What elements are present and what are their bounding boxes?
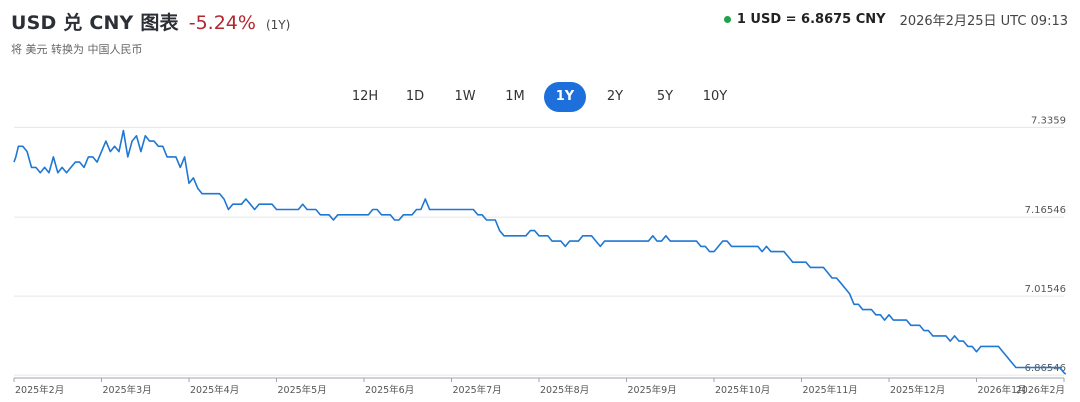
live-status-icon <box>723 16 731 23</box>
tab-1m[interactable]: 1M <box>505 89 525 104</box>
series-line <box>13 129 1067 375</box>
x-tick-label: 2025年11月 <box>803 384 858 396</box>
tab-1y[interactable]: 1Y <box>544 82 586 112</box>
header: USD 兑 CNY 图表 -5.24% (1Y) 将 美元 转换为 中国人民币 <box>11 8 290 57</box>
tab-2y[interactable]: 2Y <box>606 89 624 104</box>
tab-1d[interactable]: 1D <box>405 89 425 104</box>
y-tick-label: 7.16546 <box>1025 205 1066 216</box>
y-tick-label: 7.3359 <box>1031 115 1066 126</box>
tab-5y[interactable]: 5Y <box>656 89 674 104</box>
x-tick-label: 2025年2月 <box>15 384 64 396</box>
x-tick-label: 2025年7月 <box>453 384 502 396</box>
rate-timestamp: 2026年2月25日 UTC 09:13 <box>899 14 1068 29</box>
x-tick-label: 2025年10月 <box>715 384 770 396</box>
rate-value: 1 USD = 6.8675 CNY <box>736 12 886 27</box>
x-tick-label: 2025年5月 <box>278 384 327 396</box>
tab-10y[interactable]: 10Y <box>702 89 728 104</box>
x-tick-label: 2026年2月 <box>1016 384 1065 396</box>
y-tick-label: 7.01546 <box>1025 284 1066 295</box>
tab-12h[interactable]: 12H <box>351 89 379 104</box>
x-tick-label: 2025年8月 <box>540 384 589 396</box>
change-percent: -5.24% <box>188 12 256 34</box>
x-tick-label: 2025年12月 <box>890 384 945 396</box>
x-tick-label: 2025年3月 <box>103 384 152 396</box>
current-rate: 1 USD = 6.8675 CNY 2026年2月25日 UTC 09:13 <box>723 10 1068 29</box>
x-tick-label: 2026年1月 <box>978 384 1027 396</box>
x-tick-label: 2025年9月 <box>628 384 677 396</box>
tab-1w[interactable]: 1W <box>454 89 476 104</box>
page-subtitle: 将 美元 转换为 中国人民币 <box>11 43 143 56</box>
y-tick-label: 6.86546 <box>1025 363 1066 374</box>
x-tick-label: 2025年4月 <box>190 384 239 396</box>
range-tabs: 12H 1D 1W 1M 1Y 2Y 5Y 10Y <box>0 82 1080 112</box>
title-row: USD 兑 CNY 图表 -5.24% (1Y) <box>11 8 290 35</box>
page-title: USD 兑 CNY 图表 <box>11 12 179 34</box>
change-period: (1Y) <box>265 18 291 32</box>
x-tick-label: 2025年6月 <box>365 384 414 396</box>
